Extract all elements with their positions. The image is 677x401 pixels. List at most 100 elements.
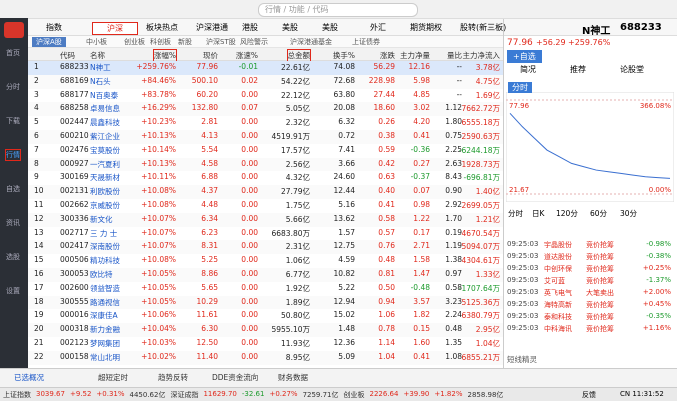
market-tab[interactable]: 沪深 [92,22,138,35]
table-row[interactable] [28,350,503,365]
cell: 6.30 [201,324,218,334]
table-row[interactable] [28,254,503,268]
search-box[interactable]: 行情 / 功能 / 代码 [258,3,418,17]
period-tab[interactable]: 30分 [620,209,638,218]
filter-tab[interactable]: 新股 [178,38,192,46]
sidebar-item[interactable]: 选股 [6,253,20,261]
table-row[interactable] [28,116,503,130]
cell: 0.00 [241,351,258,361]
cell: 0.19 [445,227,462,237]
market-tab[interactable]: 指数 [46,23,62,32]
period-tab[interactable]: 60分 [590,209,608,218]
cell: 20 [34,324,44,334]
follow-button[interactable]: +自选 [507,50,542,63]
sidebar-item[interactable]: 资讯 [6,219,20,227]
status-item: +1.82% [434,390,463,398]
table-row[interactable] [28,281,503,296]
market-tab[interactable]: 外汇 [370,23,386,32]
cell: 2.92 [445,200,462,209]
cell: 15.02 [333,310,355,320]
cell: 天晟新材 [90,173,120,183]
market-tab[interactable]: 板块热点 [146,23,178,32]
filter-tab[interactable]: 沪深ST股 [206,38,236,46]
table-row[interactable] [28,143,503,158]
filter-tab[interactable]: 沪深A股 [32,37,66,47]
filter-tab[interactable]: 风险警示 [240,38,268,46]
sidebar-item[interactable]: 自选 [6,185,20,193]
chart-tab[interactable]: 分时 [508,82,532,93]
cell: -696.81万 [463,173,500,183]
y-tick-label: 77.96 [509,102,530,110]
table-row[interactable] [28,295,503,310]
table-row[interactable] [28,157,503,172]
info-tab[interactable]: 简况 [520,65,536,74]
table-row[interactable] [28,226,503,241]
cell: 10.82 [333,269,355,278]
cell: 0.00 [241,186,258,196]
column-header: 现价 [203,51,218,60]
trade-pct: +0.25% [642,264,671,272]
cell: 17.57亿 [281,145,310,155]
bottom-tab[interactable]: DDE资金流向 [212,373,259,382]
cell: 8 [34,158,39,168]
table-row[interactable] [28,323,503,337]
sidebar-item[interactable]: 行情 [5,149,21,161]
trade-pct: -1.37% [646,276,671,284]
table-row[interactable] [28,185,503,199]
sidebar-item[interactable]: 设置 [6,287,20,295]
market-tab[interactable]: 股转(新三板) [460,23,507,32]
bottom-tab[interactable]: 趋势反转 [158,373,188,382]
table-row[interactable] [28,130,503,144]
sidebar-item[interactable]: 首页 [6,49,20,57]
period-tab[interactable]: 分时 [508,209,523,218]
market-tab[interactable]: 美股 [282,23,298,32]
status-item: -32.61 [241,390,265,398]
cell: 2.25 [445,144,462,154]
market-tab[interactable]: 港股 [242,23,258,32]
cell: 0.26 [378,117,395,127]
filter-tab[interactable]: 创业板 [124,38,145,46]
filter-tab[interactable]: 沪深港通基金 [290,38,332,46]
table-row[interactable] [28,309,503,324]
filter-tab[interactable]: 科创板 [150,38,171,46]
table-row[interactable] [28,74,503,89]
cell: 宝莫股份 [90,145,120,155]
table-row[interactable] [28,171,503,186]
column-header: 主力净量 [400,51,430,60]
market-tab[interactable]: 期货期权 [410,23,442,32]
sidebar-item[interactable]: 下载 [6,117,20,125]
cell: 0.57 [378,227,395,237]
cell: +10.07% [141,213,176,223]
table-row[interactable] [28,240,503,255]
cell: 77.96 [196,62,218,71]
filter-tab[interactable]: 中小板 [86,38,107,46]
period-tab[interactable]: 120分 [556,209,578,218]
market-tab[interactable]: 沪深港通 [196,23,228,32]
bottom-tab[interactable]: 超短定时 [98,373,128,382]
table-row[interactable] [28,199,503,213]
cell: 4.48 [201,200,218,209]
table-row[interactable] [28,102,503,117]
table-row[interactable] [28,88,503,103]
bottom-tab[interactable]: 已选概况 [14,373,44,382]
bottom-tab[interactable]: 财务数据 [278,373,308,382]
table-header [28,48,503,61]
filter-tab[interactable]: 上证债券 [352,38,380,46]
market-tab[interactable]: 美股 [322,23,338,32]
table-row[interactable] [28,212,503,227]
table-row[interactable] [28,268,503,282]
cell: 路通视信 [90,297,120,307]
sidebar-item[interactable]: 分时 [6,83,20,91]
table-row[interactable] [28,61,503,75]
cell: 0.41 [378,200,395,209]
info-tab[interactable]: 论股堂 [620,65,644,74]
cell: 0.76 [378,241,395,251]
cell: 9 [34,172,39,182]
feedback-link[interactable]: 反馈 [582,391,596,399]
info-tab[interactable]: 推荐 [570,65,586,74]
cell: 1.06 [378,310,395,320]
table-row[interactable] [28,337,503,351]
column-header: 主力净流入 [462,51,501,60]
cell: 10.29 [196,296,218,306]
period-tab[interactable]: 日K [532,209,545,218]
